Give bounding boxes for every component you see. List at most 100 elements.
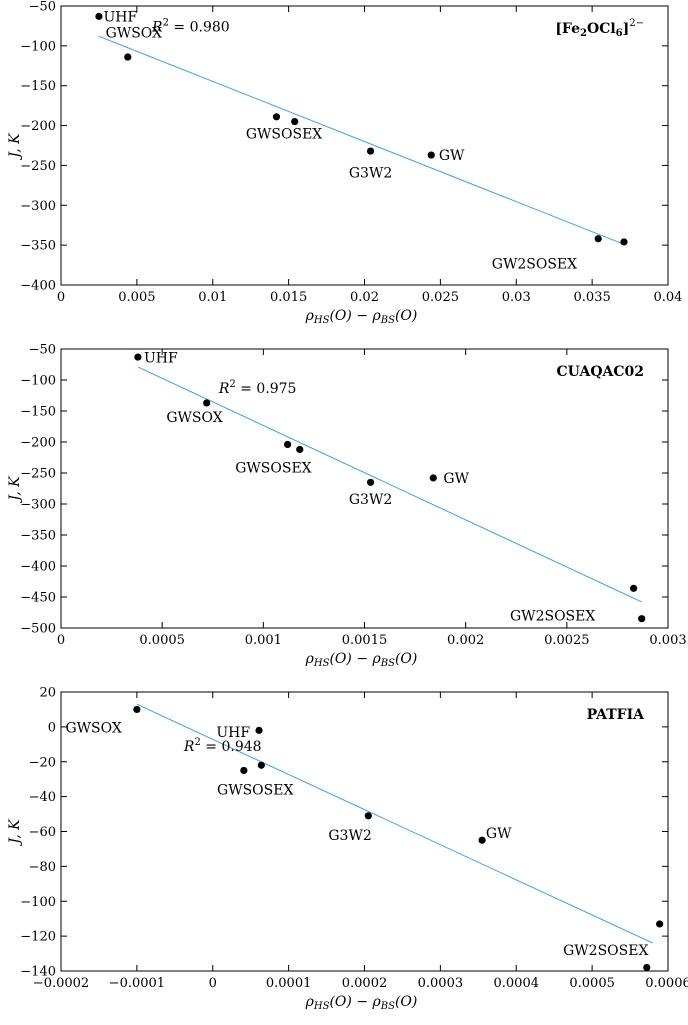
data-point	[620, 238, 628, 246]
y-tick-label: −150	[20, 405, 56, 420]
data-point	[478, 836, 486, 844]
data-point	[240, 766, 248, 775]
data-point	[643, 963, 651, 972]
data-point	[134, 353, 142, 361]
y-axis-label: J, K	[7, 132, 23, 161]
x-axis-label: ρHS(O) − ρBS(O)	[305, 651, 418, 669]
x-tick-label: 0.01	[198, 290, 227, 305]
y-tick-label: −400	[20, 560, 56, 575]
x-tick-label: 0.0005	[139, 633, 185, 648]
y-tick-label: −300	[20, 199, 56, 214]
point-label: UHF	[103, 9, 137, 25]
panel-fe2ocl6: 0 0.005 0.01 0.015 0.02 0.025 0.03 0.035 0.04 −50…	[7, 0, 682, 326]
data-point	[594, 235, 602, 243]
data-point	[638, 615, 646, 623]
point-label: GWSOSEX	[246, 127, 322, 143]
y-axis-label: J, K	[7, 818, 23, 847]
panel-title: PATFIA	[587, 707, 646, 723]
y-tick-label: −450	[20, 591, 56, 606]
data-point	[255, 726, 263, 734]
x-tick-label: 0	[57, 290, 65, 305]
x-tick-label: 0.03	[502, 290, 531, 305]
x-tick-label: 0	[209, 976, 217, 991]
x-tick-label: 0.002	[447, 633, 484, 648]
point-label: G3W2	[349, 166, 392, 182]
point-label: GW	[439, 148, 465, 164]
x-tick-label: 0.001	[245, 633, 282, 648]
x-tick-label: 0.025	[422, 290, 459, 305]
y-tick-label: −100	[20, 39, 56, 54]
point-label: GW2SOSEX	[492, 256, 577, 272]
point-label: UHF	[144, 351, 178, 367]
y-tick-label: 0	[48, 720, 56, 735]
x-tick-label: 0.005	[118, 290, 155, 305]
y-tick-label: −50	[29, 343, 56, 358]
data-point	[257, 761, 265, 769]
y-tick-label: −40	[29, 790, 56, 805]
y-tick-label: −120	[20, 930, 56, 945]
x-tick-label: −0.0002	[33, 976, 89, 991]
y-tick-label: −500	[20, 622, 56, 637]
point-label: GW2SOSEX	[563, 943, 648, 959]
x-tick-label: 0.04	[654, 290, 683, 305]
point-label: G3W2	[349, 492, 392, 508]
point-label: G3W2	[328, 828, 371, 844]
x-tick-label: 0.035	[574, 290, 611, 305]
data-point	[272, 113, 281, 121]
y-axis-label: J, K	[7, 475, 23, 504]
data-point	[133, 705, 141, 714]
y-tick-label: −150	[20, 79, 56, 94]
x-tick-label: 0.0025	[544, 633, 590, 648]
point-label: GW	[486, 826, 512, 842]
data-point	[291, 117, 299, 126]
plot-frame	[60, 5, 669, 286]
y-tick-label: −200	[20, 119, 56, 134]
data-point	[630, 584, 638, 592]
x-tick-label: 0.0001	[266, 976, 312, 991]
y-tick-label: −400	[20, 279, 56, 294]
plot-frame	[60, 348, 669, 629]
x-tick-label: 0.003	[649, 633, 686, 648]
data-point	[124, 53, 132, 61]
r-squared-label: R2 = 0.975	[218, 379, 297, 397]
y-tick-label: −350	[20, 239, 56, 254]
point-label: GWSOSEX	[235, 460, 311, 476]
x-tick-label: 0.0004	[494, 976, 540, 991]
data-point	[296, 445, 304, 454]
x-tick-label: 0.015	[270, 290, 307, 305]
y-tick-label: −140	[20, 965, 56, 980]
data-point	[366, 478, 375, 486]
panel-title: CUAQAC02	[557, 364, 644, 380]
y-tick-label: −300	[20, 498, 56, 513]
y-tick-label: −50	[29, 0, 56, 15]
data-point	[203, 399, 211, 407]
y-tick-label: −100	[20, 895, 56, 910]
point-label: GW	[443, 471, 469, 487]
y-tick-label: −200	[20, 436, 56, 451]
y-tick-label: −20	[29, 755, 56, 770]
r-squared-label: R2 = 0.980	[151, 18, 230, 36]
fit-line	[137, 366, 642, 603]
x-tick-label: 0.02	[350, 290, 379, 305]
point-label: GWSOX	[166, 410, 222, 426]
panel-patfia: −0.0002 −0.0001 0 0.0001 0.0002 0.0003 0.0004 0…	[7, 686, 688, 1013]
data-point	[366, 147, 375, 155]
y-tick-label: −250	[20, 467, 56, 482]
y-tick-label: −60	[29, 825, 56, 840]
x-axis-label: ρHS(O) − ρBS(O)	[305, 308, 418, 326]
point-label: UHF	[216, 725, 250, 741]
fit-line	[98, 35, 625, 245]
y-tick-label: −100	[20, 374, 56, 389]
x-tick-label: 0	[57, 633, 65, 648]
y-tick-label: −350	[20, 529, 56, 544]
x-tick-label: 0.0006	[645, 976, 688, 991]
data-point	[284, 440, 292, 449]
x-tick-label: 0.0003	[418, 976, 464, 991]
data-point	[429, 474, 437, 482]
data-point	[427, 151, 435, 159]
panel-cuaqac02: 0 0.0005 0.001 0.0015 0.002 0.0025 0.003 −50 −10…	[7, 343, 687, 670]
x-tick-label: 0.0005	[569, 976, 615, 991]
point-label: GW2SOSEX	[510, 609, 595, 625]
point-label: GWSOSEX	[217, 783, 293, 799]
